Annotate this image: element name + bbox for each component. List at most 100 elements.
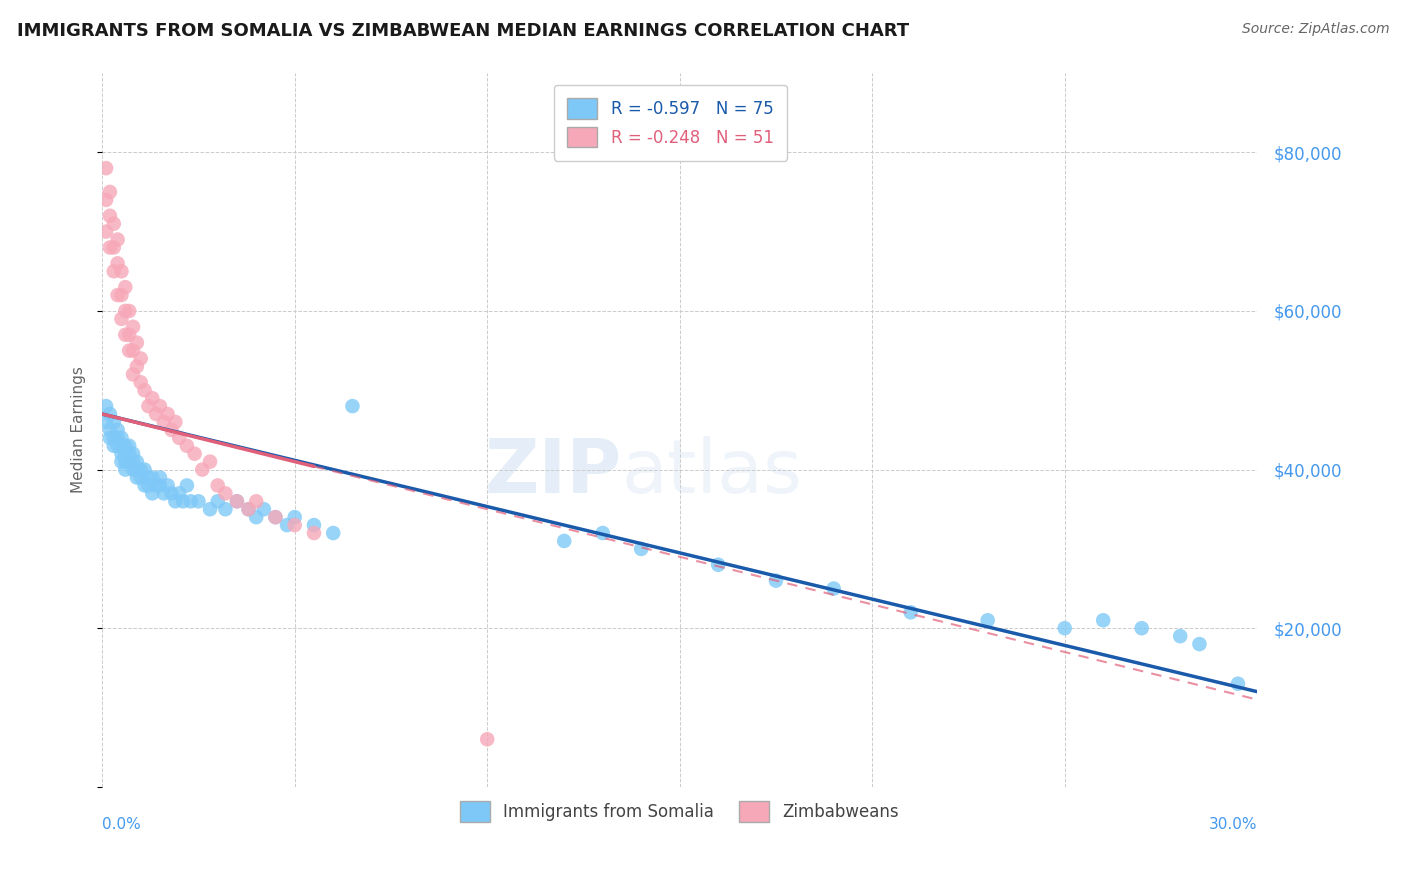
Point [110, 431, 132, 445]
Point [145, 407, 167, 421]
Point [114, 447, 136, 461]
Point [141, 470, 163, 484]
Point [94, 415, 117, 429]
Point [98, 423, 121, 437]
Point [477, 732, 499, 747]
Point [165, 494, 187, 508]
Point [134, 384, 156, 398]
Point [114, 462, 136, 476]
Point [107, 423, 129, 437]
Point [98, 209, 121, 223]
Point [153, 486, 176, 500]
Point [160, 486, 183, 500]
Point [214, 502, 236, 516]
Point [1053, 621, 1076, 635]
Point [118, 304, 141, 318]
Point [253, 502, 276, 516]
Point [264, 510, 287, 524]
Point [129, 470, 152, 484]
Point [118, 343, 141, 358]
Point [226, 494, 249, 508]
Point [160, 423, 183, 437]
Point [322, 526, 344, 541]
Point [302, 526, 325, 541]
Point [134, 462, 156, 476]
Point [110, 288, 132, 302]
Point [149, 399, 172, 413]
Point [122, 447, 145, 461]
Point [107, 256, 129, 270]
Point [149, 470, 172, 484]
Point [103, 264, 125, 278]
Text: IMMIGRANTS FROM SOMALIA VS ZIMBABWEAN MEDIAN EARNINGS CORRELATION CHART: IMMIGRANTS FROM SOMALIA VS ZIMBABWEAN ME… [17, 22, 910, 40]
Point [1188, 637, 1211, 651]
Point [207, 494, 229, 508]
Point [187, 494, 209, 508]
Point [145, 478, 167, 492]
Point [245, 494, 267, 508]
Point [98, 240, 121, 254]
Point [122, 343, 145, 358]
Point [976, 613, 998, 627]
Point [238, 502, 260, 516]
Point [114, 455, 136, 469]
Point [1092, 613, 1115, 627]
Point [1226, 677, 1249, 691]
Point [122, 368, 145, 382]
Point [592, 526, 614, 541]
Point [103, 217, 125, 231]
Point [129, 351, 152, 366]
Point [103, 240, 125, 254]
Point [114, 439, 136, 453]
Point [107, 431, 129, 445]
Point [138, 478, 160, 492]
Point [122, 455, 145, 469]
Point [226, 494, 249, 508]
Point [167, 486, 190, 500]
Point [110, 264, 132, 278]
Point [176, 439, 198, 453]
Y-axis label: Median Earnings: Median Earnings [72, 367, 86, 493]
Point [238, 502, 260, 516]
Point [172, 494, 194, 508]
Point [118, 447, 141, 461]
Point [129, 376, 152, 390]
Text: atlas: atlas [621, 436, 803, 509]
Point [94, 399, 117, 413]
Legend: Immigrants from Somalia, Zimbabweans: Immigrants from Somalia, Zimbabweans [454, 795, 905, 829]
Point [129, 462, 152, 476]
Text: 30.0%: 30.0% [1209, 817, 1257, 832]
Point [110, 311, 132, 326]
Point [823, 582, 845, 596]
Point [94, 225, 117, 239]
Point [125, 455, 148, 469]
Point [165, 415, 187, 429]
Point [114, 304, 136, 318]
Point [214, 486, 236, 500]
Text: Source: ZipAtlas.com: Source: ZipAtlas.com [1241, 22, 1389, 37]
Point [630, 541, 652, 556]
Point [198, 455, 221, 469]
Point [125, 462, 148, 476]
Point [134, 478, 156, 492]
Point [765, 574, 787, 588]
Point [276, 518, 298, 533]
Point [141, 486, 163, 500]
Point [103, 439, 125, 453]
Point [167, 431, 190, 445]
Point [98, 431, 121, 445]
Point [183, 447, 205, 461]
Point [94, 193, 117, 207]
Point [114, 327, 136, 342]
Point [207, 478, 229, 492]
Point [342, 399, 364, 413]
Point [1130, 621, 1153, 635]
Point [153, 415, 176, 429]
Point [125, 359, 148, 374]
Point [284, 518, 307, 533]
Point [110, 455, 132, 469]
Point [125, 335, 148, 350]
Point [138, 399, 160, 413]
Point [302, 518, 325, 533]
Point [156, 478, 179, 492]
